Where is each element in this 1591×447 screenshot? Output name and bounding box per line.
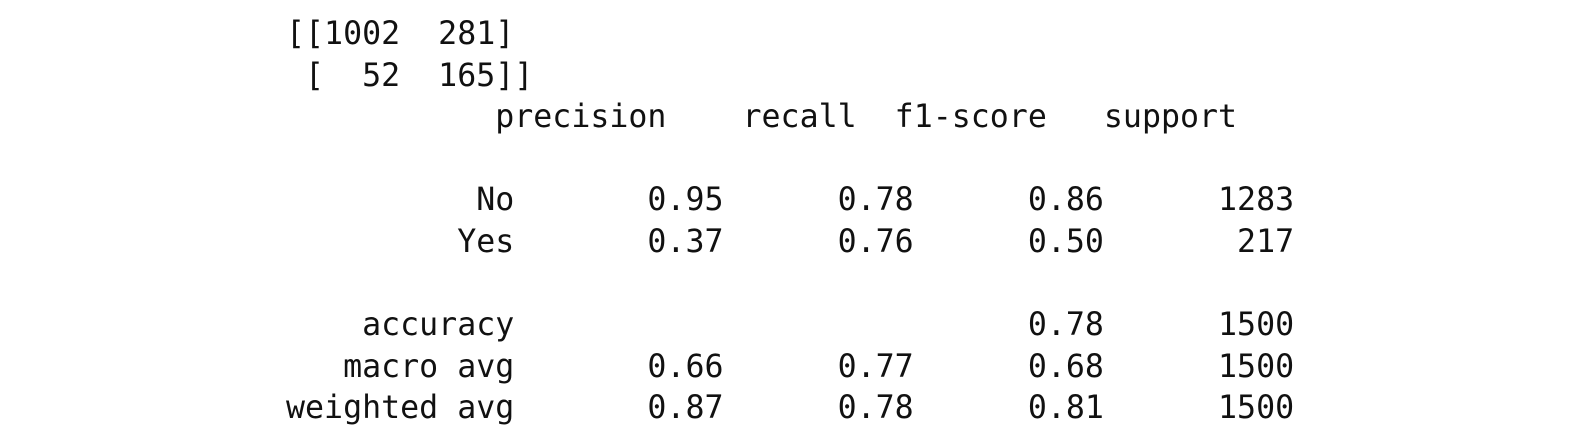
report-row-no: No 0.95 0.78 0.86 1283 xyxy=(286,182,1295,219)
console-output: [[1002 281] [ 52 165]] precision recall … xyxy=(286,14,1294,430)
report-row-macro-avg: macro avg 0.66 0.77 0.68 1500 xyxy=(286,348,1295,385)
report-header: precision recall f1-score support xyxy=(286,99,1238,136)
confusion-matrix-row: [ 52 165]] xyxy=(286,57,534,94)
report-row-accuracy: accuracy 0.78 1500 xyxy=(286,307,1295,344)
report-row-weighted-avg: weighted avg 0.87 0.78 0.81 1500 xyxy=(286,390,1295,427)
report-row-yes: Yes 0.37 0.76 0.50 217 xyxy=(286,223,1295,260)
confusion-matrix-row: [[1002 281] xyxy=(286,16,515,52)
report-blank-line xyxy=(286,139,1294,181)
report-blank-line xyxy=(286,264,1294,306)
